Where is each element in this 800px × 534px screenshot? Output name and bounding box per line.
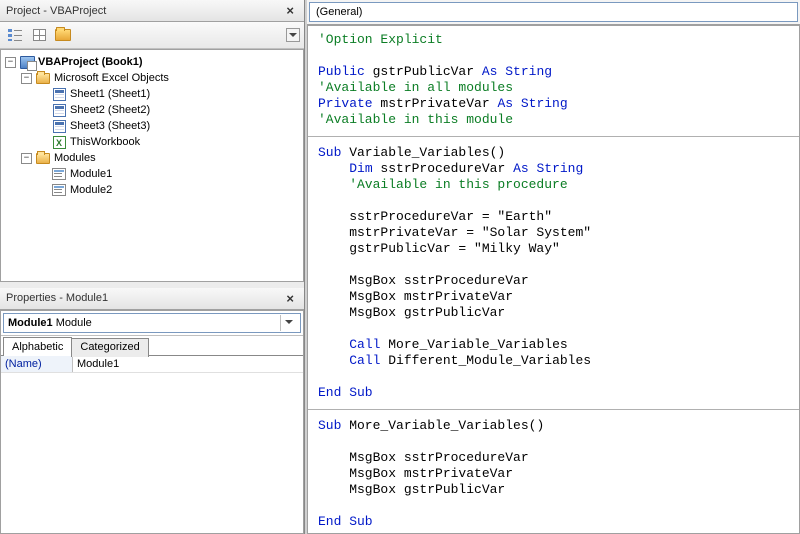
- worksheet-icon: [53, 120, 66, 133]
- project-panel-header: Project - VBAProject ×: [0, 0, 304, 22]
- tree-root-label[interactable]: VBAProject (Book1): [38, 56, 143, 68]
- folder-icon: [55, 29, 71, 41]
- property-key: (Name): [1, 356, 73, 372]
- tree-modules-folder-label[interactable]: Modules: [54, 152, 96, 164]
- chevron-down-icon[interactable]: [280, 315, 296, 331]
- tree-sheet-label[interactable]: Sheet1 (Sheet1): [70, 88, 150, 100]
- properties-grid[interactable]: (Name) Module1: [1, 356, 303, 534]
- list-icon: [8, 29, 22, 41]
- properties-object-name: Module1: [8, 317, 53, 329]
- properties-panel-header: Properties - Module1 ×: [0, 288, 304, 310]
- vbaproject-icon: [20, 56, 35, 69]
- grid-icon: [33, 29, 46, 41]
- worksheet-icon: [53, 88, 66, 101]
- tree-module-label[interactable]: Module1: [70, 168, 112, 180]
- tree-expander[interactable]: −: [21, 153, 32, 164]
- project-tree[interactable]: − VBAProject (Book1) − Microsoft Excel O…: [0, 49, 304, 282]
- toggle-folders-button[interactable]: [52, 25, 74, 45]
- property-row[interactable]: (Name) Module1: [1, 356, 303, 373]
- project-toolbar: [0, 22, 304, 49]
- worksheet-icon: [53, 104, 66, 117]
- tree-expander[interactable]: −: [21, 73, 32, 84]
- properties-object-type: Module: [56, 317, 92, 329]
- tree-excel-objects-label[interactable]: Microsoft Excel Objects: [54, 72, 169, 84]
- properties-object-combo[interactable]: Module1 Module: [3, 313, 301, 333]
- tree-sheet-label[interactable]: Sheet2 (Sheet2): [70, 104, 150, 116]
- code-scope-combo[interactable]: (General): [309, 2, 798, 22]
- code-scope-value: (General): [316, 6, 362, 18]
- tree-expander[interactable]: −: [5, 57, 16, 68]
- tree-module-label[interactable]: Module2: [70, 184, 112, 196]
- module-icon: [52, 184, 66, 196]
- tree-workbook-label[interactable]: ThisWorkbook: [70, 136, 140, 148]
- view-object-button[interactable]: [28, 25, 50, 45]
- tab-alphabetic[interactable]: Alphabetic: [3, 337, 72, 356]
- workbook-icon: [53, 136, 66, 149]
- properties-panel-close-icon[interactable]: ×: [282, 291, 298, 306]
- tab-categorized[interactable]: Categorized: [71, 338, 148, 357]
- property-value[interactable]: Module1: [73, 356, 303, 372]
- code-editor[interactable]: 'Option Explicit Public gstrPublicVar As…: [307, 25, 800, 534]
- folder-icon: [36, 73, 50, 84]
- code-text[interactable]: 'Option Explicit Public gstrPublicVar As…: [308, 26, 799, 134]
- folder-icon: [36, 153, 50, 164]
- module-icon: [52, 168, 66, 180]
- project-panel-close-icon[interactable]: ×: [282, 3, 298, 18]
- toolbar-dropdown-icon[interactable]: [286, 28, 300, 42]
- view-code-button[interactable]: [4, 25, 26, 45]
- project-panel-title: Project - VBAProject: [6, 5, 106, 17]
- tree-sheet-label[interactable]: Sheet3 (Sheet3): [70, 120, 150, 132]
- properties-panel-title: Properties - Module1: [6, 292, 108, 304]
